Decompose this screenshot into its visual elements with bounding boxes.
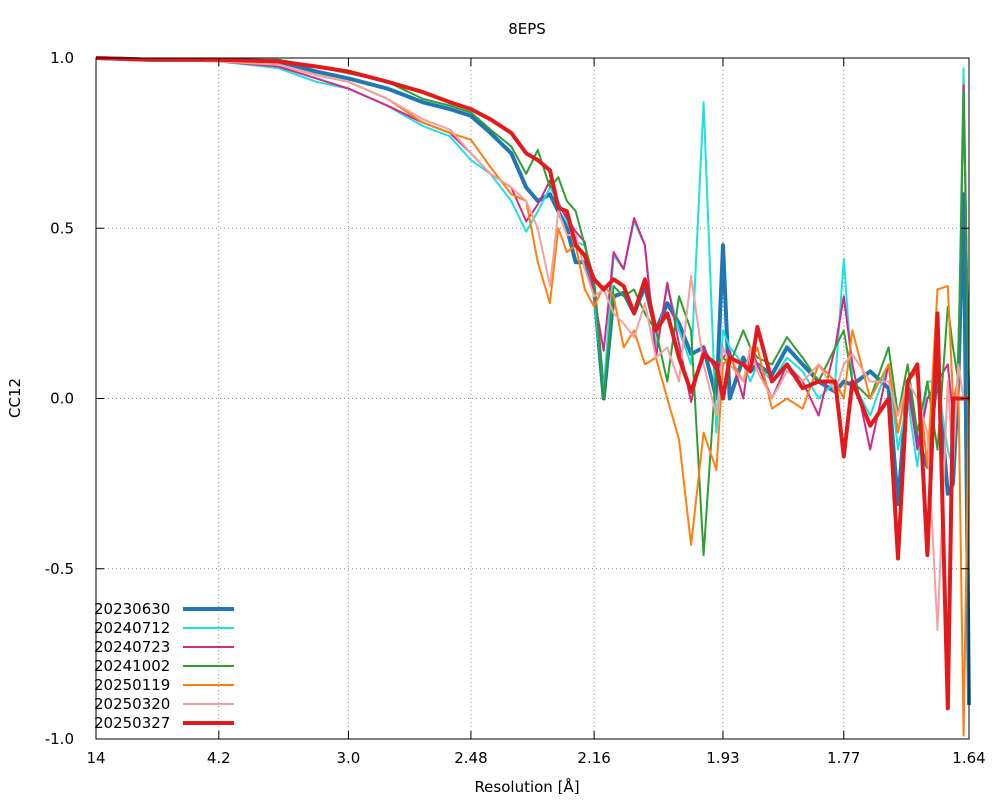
legend-label: 20250320	[94, 695, 170, 713]
x-tick-label: 1.93	[706, 749, 739, 767]
x-tick-label: 2.16	[577, 749, 610, 767]
legend-label: 20240712	[94, 619, 170, 637]
chart-title: 8EPS	[508, 20, 546, 38]
series-line-20250320	[95, 57, 969, 631]
series-line-20240712	[95, 57, 970, 468]
x-tick-label: 2.48	[454, 749, 487, 767]
x-tick-label: 1.64	[952, 749, 985, 767]
x-axis-label: Resolution [Å]	[474, 777, 579, 796]
series-line-20250327	[95, 56, 969, 711]
y-axis-label: CC12	[6, 378, 24, 418]
series-line-20250119	[95, 57, 970, 737]
legend-label: 20250327	[94, 714, 170, 732]
legend-label: 20250119	[94, 676, 170, 694]
x-tick-label: 4.2	[207, 749, 231, 767]
y-tick-label: -1.0	[45, 730, 74, 748]
y-tick-label: 0.0	[50, 390, 74, 408]
y-tick-label: 1.0	[50, 49, 74, 67]
series-line-20230630	[95, 56, 971, 706]
legend-label: 20230630	[94, 600, 170, 618]
legend-label: 20241002	[94, 657, 170, 675]
series-line-20241002	[95, 57, 970, 557]
legend-label: 20240723	[94, 638, 170, 656]
x-tick-label: 1.77	[827, 749, 860, 767]
y-tick-label: -0.5	[45, 560, 74, 578]
legend: 2023063020240712202407232024100220250119…	[94, 600, 234, 732]
x-tick-label: 14	[86, 749, 105, 767]
series-lines	[95, 56, 971, 737]
x-tick-label: 3.0	[336, 749, 360, 767]
axis-ticks: 1.0 0.5 0.0 -0.5 -1.0 14 4.2 3.0 2.48 2.16 1.93 1.7…	[45, 49, 986, 767]
y-tick-label: 0.5	[50, 219, 74, 237]
